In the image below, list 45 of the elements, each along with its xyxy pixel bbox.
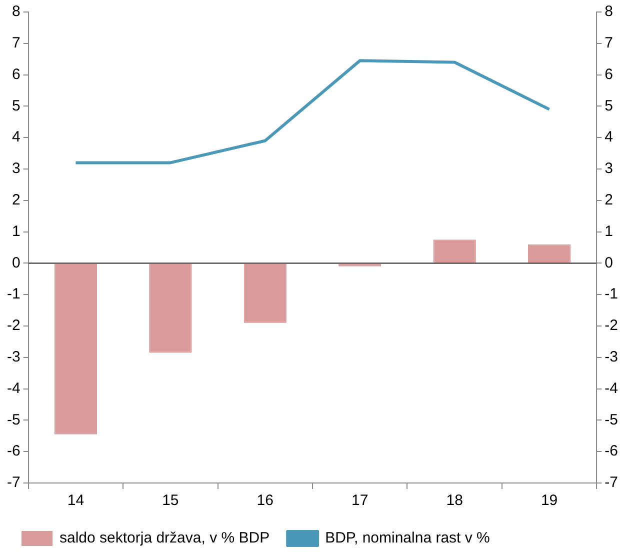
y2-tick-label: 7 [604,34,614,52]
y-tick-label: -7 [6,474,20,492]
y-tick-label: 8 [12,3,20,20]
y2-tick-label: -1 [604,286,618,303]
y-tick-label: -1 [6,286,20,303]
y-tick-label: -3 [6,348,20,366]
y-tick-label: -5 [6,411,20,428]
legend-label: saldo sektorja država, v % BDP [60,530,270,547]
bar [244,264,286,323]
y-tick-label: 0 [12,254,20,272]
bar [528,244,571,263]
y-tick-label: 2 [12,192,20,209]
y-tick-label: -2 [6,317,20,334]
y2-tick-label: -4 [604,380,618,397]
y2-tick-label: -5 [604,411,618,428]
y2-tick-label: 6 [604,66,614,83]
x-tick-label: 15 [162,492,179,510]
y2-tick-label: 4 [604,128,614,146]
y-tick-label: -6 [6,442,20,460]
y-tick-label: 5 [12,97,20,114]
y2-tick-label: 3 [604,160,614,178]
y2-tick-label: 5 [604,97,614,114]
bar [149,264,192,353]
y-tick-label: 3 [12,160,20,178]
y-tick-label: 7 [12,34,20,52]
y-tick-label: 6 [12,66,20,83]
y-tick-label: 4 [12,128,20,146]
y2-tick-label: 0 [604,254,614,272]
y2-tick-label: -3 [604,348,618,366]
bar [54,264,98,434]
y2-tick-label: -2 [604,317,618,334]
y-tick-label: -4 [6,380,20,397]
y2-tick-label: 2 [604,192,614,209]
y2-tick-label: 1 [604,222,614,240]
x-tick-label: 19 [540,492,558,510]
x-tick-label: 17 [352,492,368,510]
y2-tick-label: -7 [604,474,618,492]
x-tick-label: 14 [67,492,84,510]
x-tick-label: 18 [446,492,463,510]
y2-tick-label: -6 [604,442,618,460]
y2-tick-label: 8 [604,3,614,20]
x-tick-label: 16 [256,492,274,510]
y-tick-label: 1 [12,222,20,240]
legend-label: BDP, nominalna rast v % [325,530,490,547]
bar [433,240,476,263]
